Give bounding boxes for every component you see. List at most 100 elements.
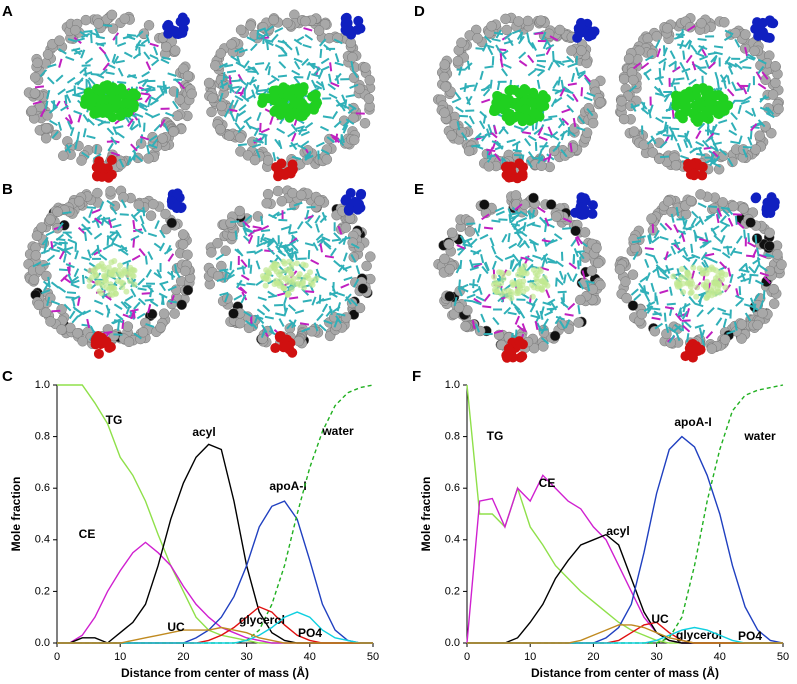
chain: [657, 275, 668, 280]
sphere: [464, 226, 476, 237]
chain: [333, 232, 341, 241]
chain: [728, 129, 738, 136]
chain: [679, 61, 686, 71]
chain: [106, 127, 115, 136]
chain: [260, 127, 270, 134]
core-sphere: [505, 270, 512, 277]
sphere: [160, 41, 172, 53]
sphere: [752, 319, 763, 331]
chain: [245, 120, 252, 130]
core-sphere: [491, 97, 502, 108]
chain: [639, 275, 648, 283]
chain: [650, 135, 657, 145]
chain: [642, 102, 646, 112]
y-tick-label: 0.6: [35, 482, 50, 494]
chain: [511, 263, 519, 273]
chain: [82, 128, 87, 138]
chain: [146, 84, 156, 90]
sphere: [182, 249, 193, 261]
chain: [83, 71, 93, 76]
sphere: [314, 195, 325, 207]
chain: [526, 263, 534, 272]
chain: [531, 209, 536, 219]
chain: [538, 148, 543, 159]
sphere: [300, 15, 311, 27]
chain: [81, 226, 91, 231]
chain: [263, 29, 270, 39]
sphere: [212, 237, 223, 249]
sphere: [357, 283, 369, 294]
chain: [480, 254, 485, 264]
chain: [682, 303, 687, 313]
chain: [697, 294, 705, 303]
chain: [124, 295, 134, 302]
sphere: [538, 341, 549, 352]
core-sphere: [670, 273, 677, 280]
chain: [102, 62, 110, 71]
chain: [159, 280, 169, 286]
chain: [512, 303, 521, 311]
chain: [680, 154, 690, 160]
panel-label: C: [2, 368, 13, 385]
sphere: [146, 308, 158, 320]
chain: [724, 29, 734, 36]
chain: [766, 106, 775, 115]
chain: [333, 318, 339, 328]
chain: [562, 227, 572, 230]
chain: [336, 101, 346, 107]
chain: [227, 84, 235, 93]
chain: [304, 220, 313, 229]
chain: [560, 79, 565, 89]
series-line: [57, 626, 373, 644]
chain: [529, 303, 536, 313]
sphere: [554, 24, 566, 36]
sphere: [545, 199, 557, 210]
chain: [716, 207, 723, 217]
chain: [264, 61, 271, 71]
chain: [254, 248, 264, 255]
sphere: [685, 195, 697, 207]
chain: [677, 43, 687, 47]
chain: [320, 65, 330, 72]
sphere: [764, 227, 775, 239]
chain: [112, 126, 118, 136]
chain: [673, 239, 680, 249]
sphere: [670, 160, 682, 171]
sphere: [293, 335, 305, 347]
chain: [501, 126, 509, 135]
chain: [695, 52, 705, 58]
protein-sphere: [171, 201, 182, 212]
sphere: [695, 189, 706, 200]
chain: [322, 115, 332, 119]
chain: [576, 126, 586, 132]
chain: [80, 32, 91, 39]
core-sphere: [271, 85, 282, 96]
chain: [228, 108, 238, 113]
chain: [704, 129, 715, 133]
chain: [720, 234, 726, 244]
chain: [350, 298, 358, 307]
sphere: [272, 185, 284, 197]
chain: [48, 106, 58, 114]
chain: [501, 68, 509, 77]
chain: [481, 213, 490, 221]
chain: [167, 285, 177, 292]
chain: [546, 257, 556, 263]
sphere: [215, 123, 226, 135]
sphere: [123, 336, 135, 348]
sphere: [587, 284, 598, 295]
chain: [134, 41, 141, 51]
chain: [756, 247, 760, 257]
series-label: TG: [487, 429, 504, 443]
chain: [491, 140, 501, 146]
chain: [267, 66, 271, 76]
chain: [300, 140, 310, 148]
chain: [147, 232, 158, 238]
panel-label: F: [412, 368, 421, 385]
chain: [327, 83, 336, 91]
chain: [691, 61, 697, 71]
chain: [585, 280, 595, 285]
chain: [229, 112, 236, 122]
chain: [67, 120, 73, 130]
chain: [77, 113, 82, 123]
